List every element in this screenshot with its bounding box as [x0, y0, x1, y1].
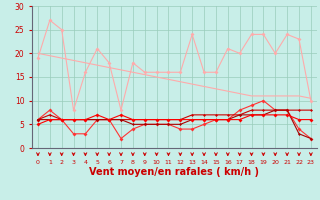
X-axis label: Vent moyen/en rafales ( km/h ): Vent moyen/en rafales ( km/h ) [89, 167, 260, 177]
